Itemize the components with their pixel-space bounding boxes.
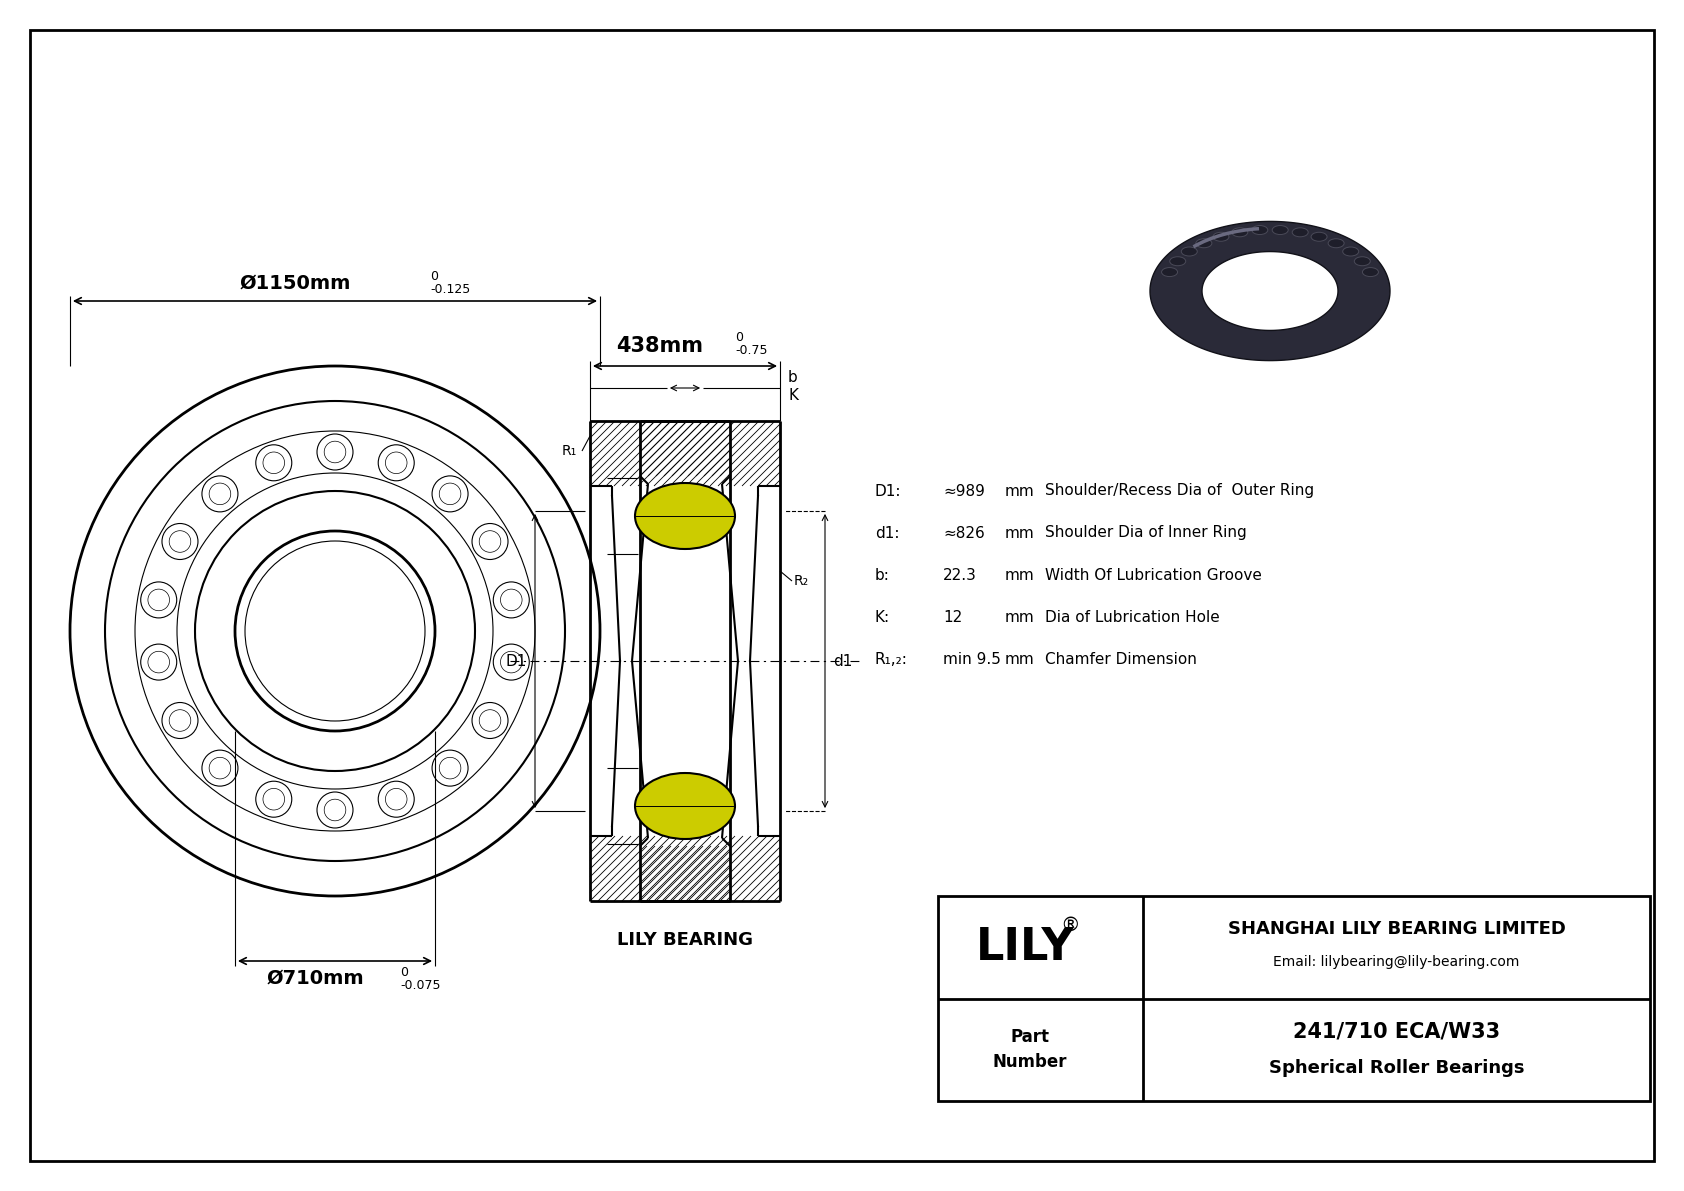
Text: LILY BEARING: LILY BEARING (616, 931, 753, 949)
Text: -0.075: -0.075 (401, 979, 441, 992)
Ellipse shape (1271, 225, 1288, 235)
Text: Part
Number: Part Number (994, 1028, 1068, 1071)
Ellipse shape (635, 484, 734, 549)
Ellipse shape (1312, 232, 1327, 242)
Text: 0: 0 (429, 270, 438, 283)
Ellipse shape (635, 773, 734, 838)
Text: Spherical Roller Bearings: Spherical Roller Bearings (1268, 1059, 1524, 1077)
Text: 438mm: 438mm (616, 336, 704, 356)
Text: 22.3: 22.3 (943, 567, 977, 582)
Text: R₂: R₂ (793, 574, 808, 588)
Text: Width Of Lubrication Groove: Width Of Lubrication Groove (1046, 567, 1261, 582)
Ellipse shape (1196, 238, 1212, 248)
Text: Shoulder/Recess Dia of  Outer Ring: Shoulder/Recess Dia of Outer Ring (1046, 484, 1314, 499)
Ellipse shape (1329, 238, 1344, 248)
Ellipse shape (1354, 257, 1371, 266)
Text: K:: K: (876, 610, 891, 624)
Text: D1:: D1: (876, 484, 901, 499)
Text: LILY: LILY (975, 925, 1074, 968)
Text: ®: ® (1061, 916, 1079, 935)
Text: SHANGHAI LILY BEARING LIMITED: SHANGHAI LILY BEARING LIMITED (1228, 921, 1566, 939)
Text: Shoulder Dia of Inner Ring: Shoulder Dia of Inner Ring (1046, 525, 1246, 541)
Text: mm: mm (1005, 610, 1034, 624)
Text: mm: mm (1005, 567, 1034, 582)
Text: b:: b: (876, 567, 889, 582)
Ellipse shape (1292, 227, 1308, 237)
Text: Ø710mm: Ø710mm (266, 969, 364, 989)
Text: R₁: R₁ (562, 444, 578, 459)
Text: mm: mm (1005, 525, 1034, 541)
Text: -0.125: -0.125 (429, 283, 470, 297)
Text: ≈989: ≈989 (943, 484, 985, 499)
Ellipse shape (1212, 232, 1229, 242)
Text: 12: 12 (943, 610, 962, 624)
Text: Email: lilybearing@lily-bearing.com: Email: lilybearing@lily-bearing.com (1273, 955, 1519, 969)
Ellipse shape (1362, 268, 1379, 276)
Text: Ø1150mm: Ø1150mm (239, 274, 350, 293)
Text: 0: 0 (734, 331, 743, 344)
Text: ≈826: ≈826 (943, 525, 985, 541)
Ellipse shape (1251, 225, 1268, 235)
Ellipse shape (1162, 268, 1177, 276)
Text: b: b (788, 370, 798, 386)
Text: R₁,₂:: R₁,₂: (876, 651, 908, 667)
Text: 241/710 ECA/W33: 241/710 ECA/W33 (1293, 1022, 1500, 1042)
Text: D1: D1 (505, 654, 527, 668)
Text: d1:: d1: (876, 525, 899, 541)
Text: mm: mm (1005, 651, 1034, 667)
Ellipse shape (1231, 227, 1248, 237)
Text: min 9.5: min 9.5 (943, 651, 1000, 667)
Text: Dia of Lubrication Hole: Dia of Lubrication Hole (1046, 610, 1219, 624)
Text: d1: d1 (834, 654, 852, 668)
PathPatch shape (1150, 222, 1389, 361)
Text: -0.75: -0.75 (734, 344, 768, 357)
Text: 0: 0 (401, 966, 408, 979)
Ellipse shape (1170, 257, 1186, 266)
Bar (938, 896, 1650, 1100)
Ellipse shape (1180, 247, 1197, 256)
Text: Chamfer Dimension: Chamfer Dimension (1046, 651, 1197, 667)
Text: mm: mm (1005, 484, 1034, 499)
Ellipse shape (1342, 247, 1359, 256)
Text: K: K (788, 388, 798, 404)
